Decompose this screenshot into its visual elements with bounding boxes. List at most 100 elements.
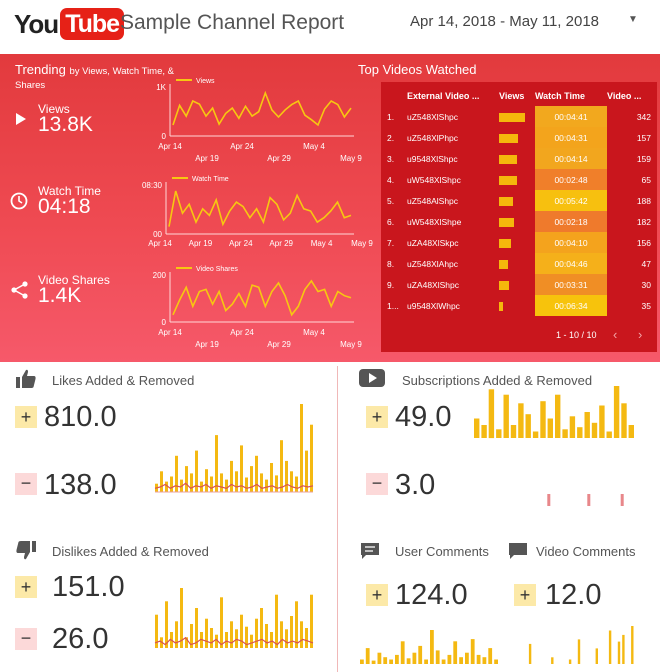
- spark-bar: [510, 425, 517, 438]
- row-index: 6.: [387, 216, 395, 227]
- spark-bar: [621, 403, 627, 438]
- x-tick-label: May 9: [340, 154, 362, 163]
- table-header-row: External Video ... Views Watch Time Vide…: [381, 86, 657, 106]
- video-shares-value: 1.4K: [38, 284, 82, 307]
- x-tick-label: Apr 24: [230, 328, 254, 337]
- subscriptions-sparkline: [474, 386, 634, 506]
- row-views-bar: [499, 148, 535, 169]
- watch-time-value: 04:18: [38, 195, 91, 218]
- comment-icon: [360, 542, 380, 565]
- spark-bar: [532, 431, 539, 438]
- row-video-count: 159: [636, 153, 651, 164]
- spark-bar: [305, 628, 308, 648]
- col-video[interactable]: Video ...: [607, 91, 642, 101]
- row-views-bar: [499, 274, 535, 295]
- row-video-id: uZA48XlSkpc: [407, 237, 459, 248]
- row-video-count: 157: [636, 132, 651, 143]
- spark-bar: [503, 394, 509, 438]
- col-views[interactable]: Views: [499, 91, 525, 101]
- spark-bar: [165, 601, 168, 648]
- spark-bar: [255, 618, 258, 648]
- date-range-selector[interactable]: Apr 14, 2018 - May 11, 2018: [410, 13, 600, 30]
- minus-icon: −: [15, 473, 37, 495]
- table-row[interactable]: 1... u9548XlWhpc 00:06:34 35: [381, 295, 657, 316]
- user-comments-value: 124.0: [395, 579, 468, 611]
- table-row[interactable]: 5. uZ548AlShpc 00:05:42 188: [381, 190, 657, 211]
- spark-bar-removed: [620, 494, 624, 506]
- table-row[interactable]: 9. uZA48XlShpc 00:03:31 30: [381, 274, 657, 295]
- spark-bar: [275, 594, 278, 648]
- spark-bar: [265, 479, 268, 492]
- youtube-play-icon: [358, 368, 386, 393]
- plus-icon: +: [366, 406, 388, 428]
- table-row[interactable]: 7. uZA48XlSkpc 00:04:10 156: [381, 232, 657, 253]
- views-bar: [499, 175, 517, 185]
- row-views-bar: [499, 211, 535, 232]
- prev-page-icon[interactable]: ‹: [613, 327, 618, 342]
- table-row[interactable]: 3. u9548XlShpc 00:04:14 159: [381, 148, 657, 169]
- views-bar: [499, 259, 508, 269]
- play-icon: [15, 112, 27, 131]
- video-comments-value: 12.0: [545, 579, 602, 611]
- spark-bar: [175, 455, 178, 492]
- spark-line: [154, 482, 314, 490]
- next-page-icon[interactable]: ›: [638, 327, 643, 342]
- spark-bar: [488, 389, 495, 439]
- x-tick-label: May 9: [351, 239, 373, 248]
- spark-bar: [631, 626, 634, 664]
- col-watch-time[interactable]: Watch Time: [535, 91, 586, 101]
- spark-bar: [389, 659, 393, 664]
- spark-bar: [622, 634, 625, 664]
- col-external-video[interactable]: External Video ...: [407, 91, 480, 101]
- spark-bar: [365, 648, 370, 664]
- minus-icon: −: [366, 473, 388, 495]
- spark-bar: [595, 648, 598, 664]
- logo-you-text: You: [14, 8, 59, 39]
- table-row[interactable]: 2. uZ548XlPhpc 00:04:31 157: [381, 127, 657, 148]
- top-videos-table: External Video ... Views Watch Time Vide…: [381, 86, 657, 316]
- x-tick-label: Apr 29: [267, 340, 291, 349]
- table-row[interactable]: 8. uZ548XlAhpc 00:04:46 47: [381, 253, 657, 274]
- spark-bar: [270, 463, 273, 492]
- series-line: [172, 90, 352, 127]
- row-index: 2.: [387, 132, 395, 143]
- spark-bar: [377, 652, 382, 664]
- spark-bar: [240, 614, 243, 648]
- spark-bar: [160, 471, 163, 492]
- subs-added-value: 49.0: [395, 401, 452, 433]
- row-index: 9.: [387, 279, 395, 290]
- row-video-count: 342: [636, 111, 651, 122]
- row-views-bar: [499, 190, 535, 211]
- table-row[interactable]: 1. uZ548XlShpc 00:04:41 342: [381, 106, 657, 127]
- y-tick-label: 200: [153, 271, 167, 280]
- row-index: 3.: [387, 153, 395, 164]
- spark-bar: [260, 473, 263, 492]
- spark-bar: [285, 460, 288, 492]
- spark-bar: [190, 624, 193, 648]
- plus-icon: +: [366, 584, 388, 606]
- legend-label: Watch Time: [192, 176, 229, 183]
- spark-bar: [300, 404, 303, 492]
- table-pager-label: 1 - 10 / 10: [556, 330, 597, 340]
- spark-bar: [360, 659, 364, 664]
- table-row[interactable]: 4. uW548XlShpc 00:02:48 65: [381, 169, 657, 190]
- spark-bar: [482, 657, 487, 664]
- plus-icon: +: [514, 584, 536, 606]
- x-tick-label: May 4: [303, 328, 325, 337]
- y-tick-label: 1K: [156, 83, 166, 92]
- table-row[interactable]: 6. uW548XlShpe 00:02:18 182: [381, 211, 657, 232]
- row-watch-time: 00:05:42: [535, 190, 607, 211]
- spark-bar: [568, 659, 572, 664]
- spark-bar: [430, 630, 434, 664]
- col-index: [381, 86, 407, 106]
- chevron-down-icon[interactable]: ▼: [628, 14, 638, 25]
- youtube-logo: You Tube: [14, 8, 125, 40]
- spark-bar: [465, 652, 469, 664]
- spark-bar: [525, 414, 531, 438]
- spark-bar: [371, 660, 376, 664]
- row-watch-time: 00:04:14: [535, 148, 607, 169]
- row-index: 5.: [387, 195, 395, 206]
- row-watch-time: 00:04:10: [535, 232, 607, 253]
- likes-removed-value: 138.0: [44, 469, 117, 501]
